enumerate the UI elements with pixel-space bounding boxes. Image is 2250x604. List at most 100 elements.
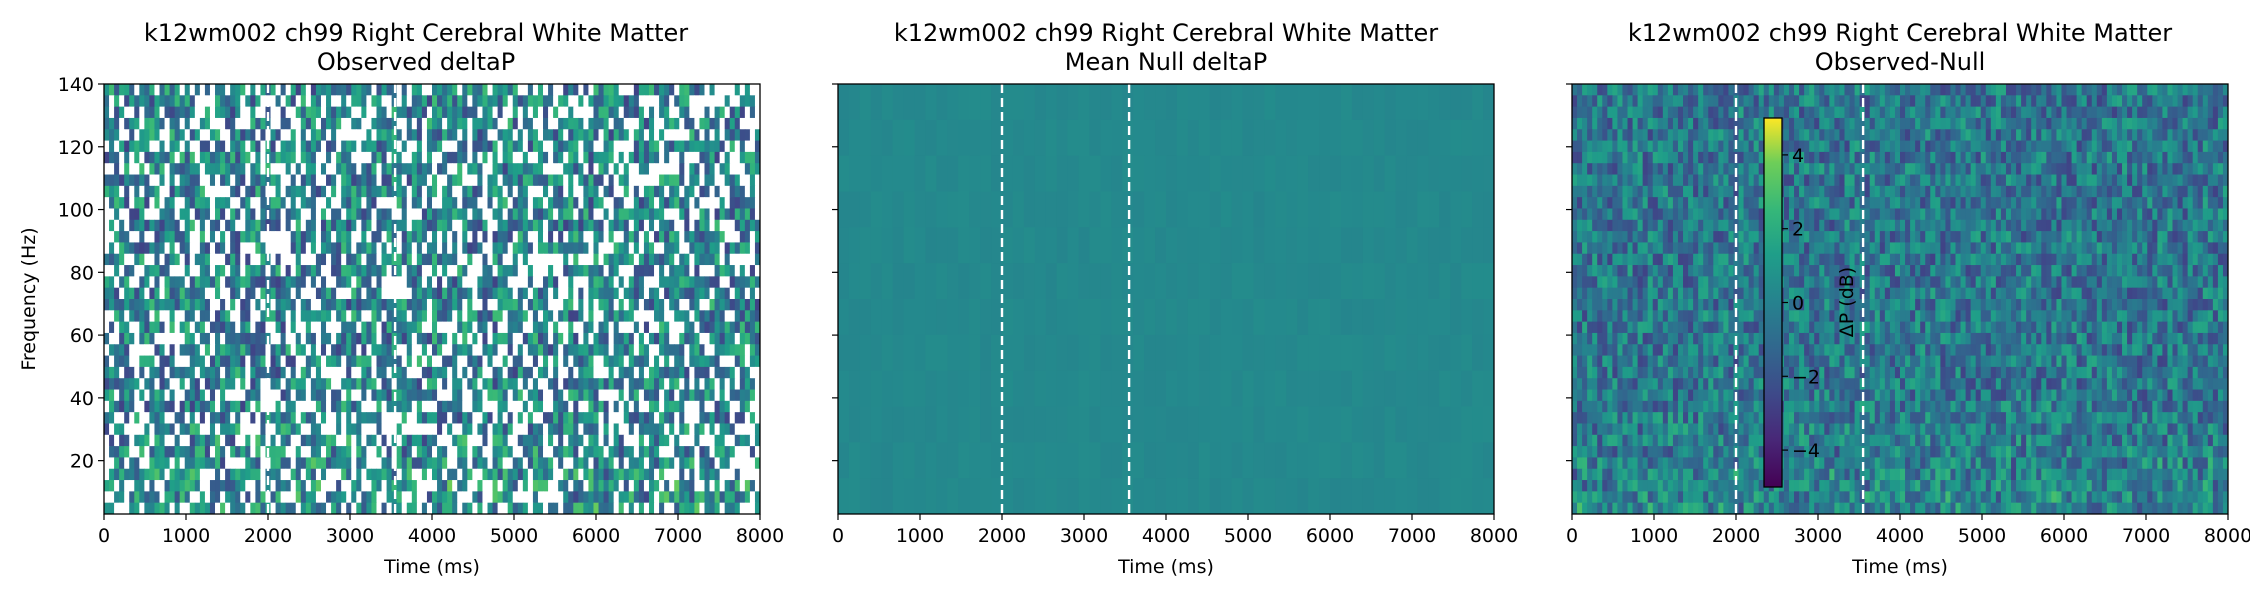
y-tick-label: 140	[58, 74, 94, 96]
heatmap-cell	[240, 276, 246, 288]
heatmap-cell	[750, 457, 756, 469]
heatmap-cell	[427, 152, 433, 164]
heatmap-cell	[109, 186, 115, 198]
heatmap-cell	[311, 175, 317, 187]
heatmap-cell	[442, 322, 448, 334]
heatmap-cell	[144, 299, 150, 311]
heatmap-cell	[215, 322, 221, 334]
heatmap-cell	[735, 254, 741, 266]
heatmap-cell	[235, 423, 241, 435]
heatmap-cell	[225, 367, 231, 379]
heatmap-cell	[720, 299, 726, 311]
heatmap-cell	[255, 208, 261, 220]
heatmap-cell	[351, 231, 357, 243]
heatmap-cell	[513, 412, 519, 424]
heatmap-cell	[276, 491, 282, 503]
heatmap-cell	[250, 333, 256, 345]
heatmap-cell	[503, 208, 509, 220]
heatmap-cell	[170, 242, 176, 254]
heatmap-cell	[240, 446, 246, 458]
heatmap-cell	[331, 446, 337, 458]
heatmap-cell	[543, 367, 549, 379]
heatmap-cell	[387, 446, 393, 458]
heatmap-cell	[740, 95, 746, 107]
heatmap-cell	[750, 446, 756, 458]
heatmap-cell	[124, 378, 130, 390]
heatmap-cell	[361, 129, 367, 141]
heatmap-cell	[346, 197, 352, 209]
heatmap-cell	[371, 435, 377, 447]
heatmap-cell	[376, 367, 382, 379]
heatmap-cell	[245, 84, 251, 96]
heatmap-cell	[407, 344, 413, 356]
heatmap-cell	[614, 310, 620, 322]
heatmap-cell	[599, 299, 605, 311]
heatmap-cell	[614, 254, 620, 266]
heatmap-cell	[336, 175, 342, 187]
heatmap-cell	[351, 118, 357, 130]
heatmap-cell	[144, 129, 150, 141]
heatmap-cell	[619, 141, 625, 153]
heatmap-cell	[371, 95, 377, 107]
heatmap-cell	[316, 423, 322, 435]
heatmap-cell	[599, 423, 605, 435]
heatmap-cell	[296, 469, 302, 481]
heatmap-cell	[245, 333, 251, 345]
heatmap-cell	[679, 457, 685, 469]
heatmap-cell	[326, 186, 332, 198]
heatmap-cell	[351, 333, 357, 345]
heatmap-cell	[493, 480, 499, 492]
heatmap-cell	[170, 163, 176, 175]
heatmap-cell	[533, 107, 539, 119]
heatmap-cell	[185, 163, 191, 175]
heatmap-cell	[457, 95, 463, 107]
heatmap-cell	[664, 469, 670, 481]
heatmap-cell	[331, 367, 337, 379]
heatmap-cell	[351, 423, 357, 435]
heatmap-cell	[634, 333, 640, 345]
heatmap-cell	[568, 118, 574, 130]
heatmap-cell	[513, 344, 519, 356]
heatmap-cell	[220, 299, 226, 311]
heatmap-cell	[195, 265, 201, 277]
heatmap-cell	[462, 152, 468, 164]
heatmap-cell	[205, 84, 211, 96]
heatmap-cell	[704, 322, 710, 334]
heatmap-cell	[442, 186, 448, 198]
heatmap-cell	[518, 310, 524, 322]
heatmap-cell	[649, 344, 655, 356]
heatmap-cell	[195, 220, 201, 232]
heatmap-cell	[619, 186, 625, 198]
heatmap-cell	[462, 503, 468, 515]
heatmap-cell	[316, 254, 322, 266]
heatmap-cell	[482, 220, 488, 232]
heatmap-cell	[160, 231, 166, 243]
heatmap-cell	[341, 299, 347, 311]
heatmap-cell	[346, 186, 352, 198]
heatmap-cell	[472, 390, 478, 402]
heatmap-cell	[624, 175, 630, 187]
heatmap-cell	[154, 446, 160, 458]
heatmap-cell	[175, 356, 181, 368]
heatmap-cell	[109, 265, 115, 277]
heatmap-cell	[185, 95, 191, 107]
heatmap-cell	[321, 367, 327, 379]
heatmap-cell	[387, 175, 393, 187]
heatmap-cell	[361, 152, 367, 164]
heatmap-cell	[387, 107, 393, 119]
heatmap-cell	[482, 423, 488, 435]
heatmap-cell	[735, 152, 741, 164]
heatmap-cell	[593, 469, 599, 481]
heatmap-cell	[371, 220, 377, 232]
heatmap-cell	[170, 107, 176, 119]
heatmap-cell	[160, 141, 166, 153]
heatmap-cell	[493, 367, 499, 379]
heatmap-cell	[634, 480, 640, 492]
heatmap-cell	[240, 333, 246, 345]
heatmap-cell	[205, 491, 211, 503]
heatmap-cell	[447, 288, 453, 300]
heatmap-cell	[508, 480, 514, 492]
heatmap-cell	[614, 491, 620, 503]
heatmap-cell	[518, 491, 524, 503]
